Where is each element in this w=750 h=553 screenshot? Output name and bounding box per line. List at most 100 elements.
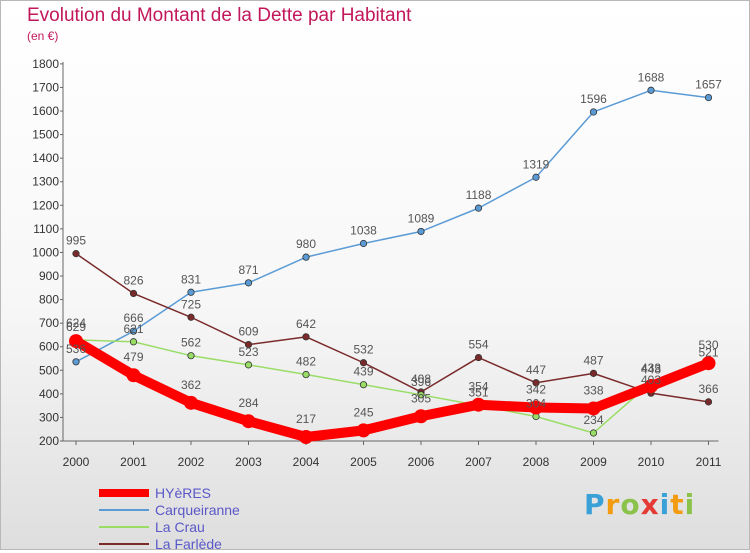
data-point bbox=[704, 398, 713, 406]
data-label: 433 bbox=[641, 361, 661, 375]
y-tick-label: 900 bbox=[39, 269, 59, 283]
data-label: 447 bbox=[526, 363, 546, 377]
data-label: 408 bbox=[411, 372, 431, 386]
y-tick-label: 1200 bbox=[32, 198, 59, 212]
data-point bbox=[414, 409, 428, 424]
y-tick-label: 1000 bbox=[32, 245, 59, 259]
data-label: 342 bbox=[526, 383, 546, 397]
data-label: 666 bbox=[123, 311, 143, 325]
data-point bbox=[417, 227, 425, 236]
y-tick-label: 700 bbox=[39, 316, 59, 330]
y-tick-label: 1500 bbox=[32, 128, 59, 142]
data-point bbox=[129, 338, 138, 346]
series-line bbox=[75, 339, 710, 434]
data-label: 831 bbox=[181, 272, 201, 286]
brand-letter: t bbox=[670, 488, 685, 521]
chart-title: Evolution du Montant de la Dette par Hab… bbox=[27, 5, 412, 26]
legend-label: La Crau bbox=[155, 519, 205, 535]
data-label: 284 bbox=[238, 396, 258, 410]
data-label: 532 bbox=[353, 343, 373, 357]
y-tick-label: 200 bbox=[39, 434, 59, 448]
data-point bbox=[589, 369, 598, 377]
data-point bbox=[302, 253, 310, 261]
data-label: 1596 bbox=[580, 92, 607, 106]
data-point bbox=[417, 391, 425, 399]
y-tick-label: 1600 bbox=[32, 104, 59, 118]
data-point bbox=[129, 327, 138, 335]
legend-swatch bbox=[99, 509, 149, 511]
brand-letter: r bbox=[605, 488, 621, 521]
legend-swatch bbox=[99, 489, 149, 497]
data-label: 396 bbox=[411, 375, 431, 389]
data-label: 439 bbox=[353, 365, 373, 379]
y-tick-label: 1400 bbox=[32, 151, 59, 165]
data-label: 403 bbox=[641, 373, 661, 387]
chart-subtitle: (en €) bbox=[27, 29, 59, 43]
data-label: 725 bbox=[181, 297, 201, 311]
data-point bbox=[126, 368, 141, 383]
data-label: 521 bbox=[698, 345, 718, 359]
series-line bbox=[71, 336, 714, 442]
legend-swatch bbox=[99, 543, 149, 545]
data-label: 642 bbox=[296, 317, 316, 331]
brand-letter: P bbox=[584, 488, 606, 521]
legend-label: Carqueiranne bbox=[155, 502, 240, 518]
data-point bbox=[187, 288, 195, 296]
legend-label: La Farlède bbox=[155, 536, 222, 552]
series-line bbox=[75, 252, 710, 403]
data-label: 217 bbox=[296, 412, 316, 426]
data-point bbox=[302, 333, 310, 341]
data-point bbox=[589, 429, 598, 437]
data-label: 1319 bbox=[523, 157, 550, 171]
data-point bbox=[72, 250, 80, 258]
brand-letter: i bbox=[684, 488, 696, 521]
x-tick-label: 2003 bbox=[235, 455, 262, 469]
x-tick-label: 2007 bbox=[465, 455, 492, 469]
x-tick-label: 2000 bbox=[63, 455, 90, 469]
data-label: 871 bbox=[238, 263, 258, 277]
data-point bbox=[471, 397, 486, 412]
data-point bbox=[586, 401, 601, 416]
data-label: 487 bbox=[583, 353, 603, 367]
data-point bbox=[302, 370, 310, 379]
y-tick-label: 500 bbox=[39, 363, 59, 377]
data-label: 1038 bbox=[350, 223, 377, 237]
y-tick-label: 600 bbox=[39, 340, 59, 354]
x-tick-label: 2005 bbox=[350, 455, 377, 469]
data-label: 304 bbox=[526, 396, 546, 410]
legend-label: HYèRES bbox=[155, 485, 212, 501]
x-tick-label: 2004 bbox=[293, 455, 320, 469]
data-point bbox=[589, 108, 598, 116]
data-label: 1657 bbox=[695, 78, 722, 92]
data-point bbox=[241, 414, 256, 429]
data-label: 562 bbox=[181, 336, 201, 350]
data-point bbox=[647, 86, 655, 94]
y-tick-label: 1300 bbox=[32, 175, 59, 189]
data-label: 305 bbox=[411, 391, 431, 405]
y-tick-label: 1700 bbox=[32, 80, 59, 94]
legend-swatch bbox=[99, 526, 149, 528]
data-point bbox=[474, 353, 483, 362]
data-point bbox=[244, 340, 253, 349]
x-tick-label: 2001 bbox=[120, 455, 147, 469]
data-point bbox=[187, 313, 195, 321]
data-label: 479 bbox=[123, 350, 143, 364]
data-point bbox=[69, 334, 83, 349]
y-tick-label: 400 bbox=[39, 387, 59, 401]
data-label: 1188 bbox=[466, 188, 492, 202]
data-label: 362 bbox=[181, 378, 201, 392]
x-tick-label: 2008 bbox=[523, 455, 550, 469]
data-label: 523 bbox=[238, 345, 258, 359]
data-point bbox=[529, 400, 543, 415]
data-label: 621 bbox=[123, 322, 143, 336]
data-label: 530 bbox=[698, 338, 718, 352]
data-point bbox=[299, 429, 313, 444]
data-label: 1089 bbox=[408, 211, 435, 225]
x-tick-label: 2006 bbox=[408, 455, 435, 469]
data-label: 354 bbox=[468, 380, 488, 394]
y-tick-label: 1100 bbox=[33, 222, 59, 236]
series-line bbox=[75, 89, 710, 363]
data-point bbox=[187, 352, 195, 360]
data-label: 234 bbox=[583, 413, 603, 427]
